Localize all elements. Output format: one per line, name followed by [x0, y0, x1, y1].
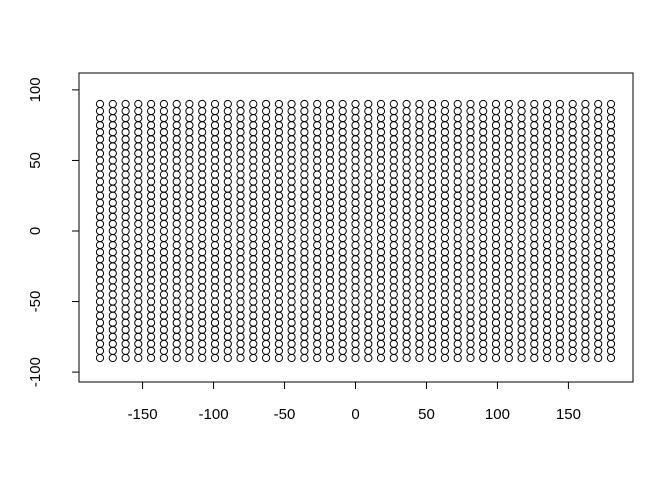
- data-point-marker: [389, 99, 398, 109]
- data-point-marker: [249, 99, 258, 109]
- data-point-marker: [428, 99, 437, 109]
- x-axis-tick-label: 150: [556, 406, 581, 423]
- data-point-marker: [364, 99, 373, 109]
- data-point-marker: [338, 99, 347, 109]
- x-axis-tick-label: -50: [274, 406, 296, 423]
- data-point-marker: [147, 99, 156, 109]
- data-point-marker: [159, 99, 168, 109]
- y-axis: [72, 89, 79, 373]
- data-point-marker: [491, 99, 501, 109]
- data-point-marker: [440, 99, 449, 109]
- data-point-marker: [543, 99, 552, 109]
- data-point-marker: [453, 99, 462, 109]
- y-axis-tick-label: 50: [27, 152, 44, 169]
- data-point-marker: [466, 99, 475, 109]
- data-point-marker: [287, 99, 296, 109]
- data-point-marker: [198, 99, 207, 109]
- x-axis-tick-label: 0: [351, 406, 359, 423]
- data-point-marker: [479, 99, 488, 109]
- data-point-marker: [236, 99, 245, 109]
- x-axis-tick-label: -100: [199, 406, 229, 423]
- data-point-marker: [108, 99, 117, 109]
- data-point-marker: [415, 99, 424, 109]
- data-point-marker: [351, 99, 360, 109]
- data-point-marker: [172, 99, 181, 109]
- x-axis-tick-label: 50: [418, 406, 435, 423]
- data-point-marker: [555, 99, 565, 109]
- data-point-marker: [95, 99, 105, 109]
- y-axis-tick-label: 100: [27, 77, 44, 102]
- data-point-marker: [581, 99, 590, 109]
- y-axis-tick-label: -50: [27, 291, 44, 313]
- data-point-marker: [185, 99, 194, 109]
- data-point-marker: [300, 99, 309, 109]
- data-point-marker: [402, 99, 411, 109]
- data-point-marker: [223, 99, 232, 109]
- data-point-marker: [568, 99, 577, 109]
- x-axis-tick-label: -150: [128, 406, 158, 423]
- data-point-marker: [262, 99, 271, 109]
- data-point-marker: [121, 99, 130, 109]
- y-axis-tick-label: 0: [27, 227, 44, 235]
- data-point-marker: [530, 99, 539, 109]
- x-axis-tick-label: 100: [485, 406, 510, 423]
- data-point-marker: [210, 99, 220, 109]
- x-axis: [142, 382, 569, 389]
- data-point-marker: [313, 99, 322, 109]
- data-point-marker: [594, 99, 603, 109]
- data-point-marker: [134, 99, 143, 109]
- data-points: [95, 99, 616, 363]
- y-axis-tick-label: -100: [27, 357, 44, 387]
- data-point-marker: [517, 99, 526, 109]
- data-point-marker: [274, 99, 283, 109]
- data-point-marker: [606, 99, 616, 109]
- data-point-marker: [504, 99, 513, 109]
- data-point-marker: [376, 99, 386, 109]
- data-point-marker: [325, 99, 335, 109]
